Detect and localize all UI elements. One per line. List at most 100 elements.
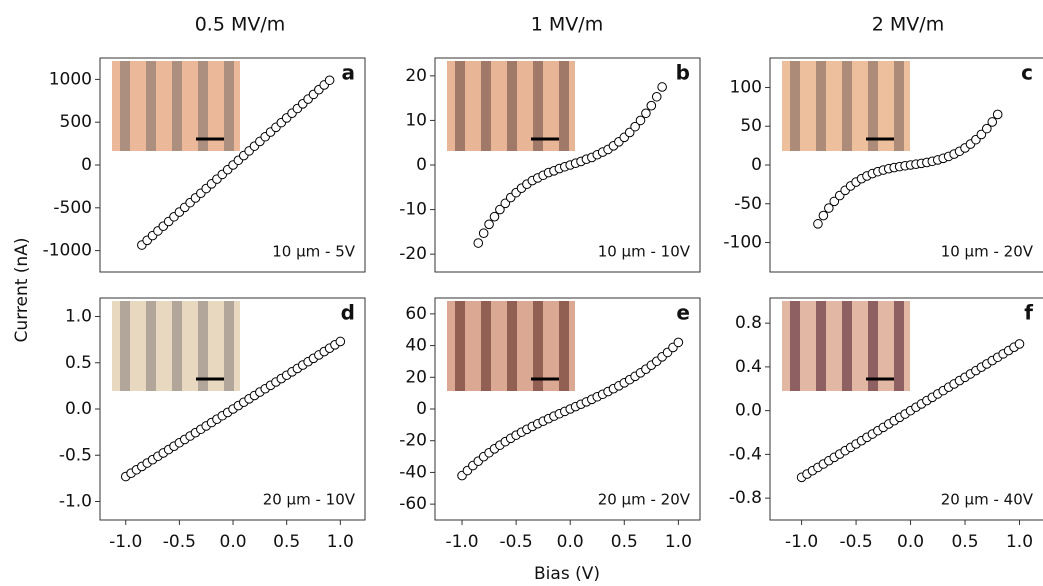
- column-title: 2 MV/m: [872, 14, 944, 36]
- data-point: [324, 75, 335, 86]
- annotation: 10 μm - 10V: [598, 243, 691, 261]
- y-tick-label: -1.0: [59, 492, 92, 512]
- y-tick-label: 0.5: [65, 353, 92, 373]
- y-tick-label: 0.8: [735, 313, 762, 333]
- plot-frame: [769, 297, 1043, 521]
- inset-stripe: [842, 301, 852, 391]
- inset-stripe: [146, 61, 156, 151]
- inset-stripe: [816, 61, 826, 151]
- inset-stripe: [894, 61, 904, 151]
- y-tick-label: -0.8: [729, 488, 762, 508]
- inset-stripe: [816, 301, 826, 391]
- y-tick-label: 0: [416, 155, 427, 175]
- y-tick-label: 0.0: [735, 401, 762, 421]
- x-tick-label: 0.0: [557, 532, 584, 552]
- data-point: [495, 204, 505, 215]
- y-tick-label: 0: [751, 155, 762, 175]
- annotation: 20 μm - 10V: [263, 491, 356, 509]
- annotation: 10 μm - 20V: [941, 243, 1034, 261]
- y-tick-label: 20: [405, 367, 427, 387]
- annotation: 20 μm - 20V: [598, 491, 691, 509]
- inset-stripe: [146, 301, 156, 391]
- data-point: [818, 210, 829, 221]
- y-tick-label: -0.4: [729, 444, 762, 464]
- annotation: 10 μm - 5V: [272, 243, 356, 261]
- y-tick-label: -500: [53, 198, 92, 218]
- y-tick-label: -20: [399, 244, 427, 264]
- inset-stripe: [224, 301, 234, 391]
- inset-stripe: [790, 301, 800, 391]
- data-point: [982, 123, 992, 134]
- data-point: [489, 211, 500, 222]
- inset-stripe: [507, 61, 517, 151]
- panel-letter: f: [1024, 301, 1033, 325]
- y-tick-label: 1000: [49, 69, 92, 89]
- data-point: [976, 129, 987, 140]
- data-point: [646, 100, 657, 111]
- y-tick-label: 100: [730, 77, 762, 97]
- y-tick-label: 50: [740, 116, 762, 136]
- x-tick-label: 0.5: [611, 532, 638, 552]
- inset-stripe: [481, 61, 491, 151]
- x-axis-label: Bias (V): [534, 564, 600, 584]
- inset-stripe: [198, 61, 208, 151]
- panel-letter: a: [342, 61, 356, 85]
- data-point: [987, 117, 998, 127]
- y-tick-label: 10: [405, 110, 427, 130]
- y-tick-label: -10: [399, 200, 427, 220]
- x-tick-label: 0.5: [273, 532, 300, 552]
- y-axis-label: Current (nA): [12, 238, 32, 343]
- y-tick-label: 0: [416, 399, 427, 419]
- inset-stripe: [120, 61, 130, 151]
- panel-letter: d: [341, 301, 355, 325]
- y-tick-label: 0: [81, 155, 92, 175]
- inset-stripe: [868, 61, 878, 151]
- data-point: [657, 82, 667, 92]
- x-tick-label: -0.5: [163, 532, 196, 552]
- inset-stripe: [507, 301, 517, 391]
- data-point: [641, 108, 651, 119]
- x-tick-label: 0.5: [951, 532, 978, 552]
- inset-stripe: [894, 301, 904, 391]
- y-tick-label: 40: [405, 336, 427, 356]
- inset-stripe: [198, 301, 208, 391]
- inset-stripe: [790, 61, 800, 151]
- column-title: 1 MV/m: [531, 14, 603, 36]
- column-title: 0.5 MV/m: [195, 14, 286, 36]
- y-tick-label: -0.5: [59, 445, 92, 465]
- inset-stripe: [120, 301, 130, 391]
- x-tick-label: 1.0: [327, 532, 354, 552]
- y-tick-label: -20: [399, 431, 427, 451]
- y-tick-label: 500: [60, 112, 92, 132]
- data-point: [651, 91, 662, 102]
- y-tick-label: -100: [723, 233, 762, 253]
- inset-stripe: [172, 61, 182, 151]
- inset-stripe: [533, 301, 543, 391]
- data-point: [624, 127, 635, 138]
- x-tick-label: -1.0: [109, 532, 142, 552]
- y-tick-label: -40: [399, 462, 427, 482]
- data-point: [1014, 339, 1025, 349]
- panel-letter: e: [676, 301, 690, 325]
- y-tick-label: -50: [734, 194, 762, 214]
- y-tick-label: -1000: [43, 241, 92, 261]
- y-tick-label: 0.4: [735, 357, 762, 377]
- data-point: [500, 198, 511, 209]
- x-tick-label: -0.5: [500, 532, 533, 552]
- x-tick-label: 1.0: [1006, 532, 1033, 552]
- y-tick-label: -60: [399, 494, 427, 514]
- x-tick-label: -1.0: [445, 532, 478, 552]
- data-point: [673, 337, 684, 348]
- panel-letter: b: [676, 61, 690, 85]
- data-point: [635, 115, 646, 126]
- panel-letter: c: [1021, 61, 1033, 85]
- y-tick-label: 1.0: [65, 307, 92, 327]
- data-point: [630, 121, 640, 132]
- x-tick-label: 1.0: [665, 532, 692, 552]
- annotation: 20 μm - 40V: [941, 491, 1034, 509]
- x-tick-label: 0.0: [220, 532, 247, 552]
- inset-stripe: [559, 61, 569, 151]
- data-point: [484, 219, 494, 230]
- inset-stripe: [868, 301, 878, 391]
